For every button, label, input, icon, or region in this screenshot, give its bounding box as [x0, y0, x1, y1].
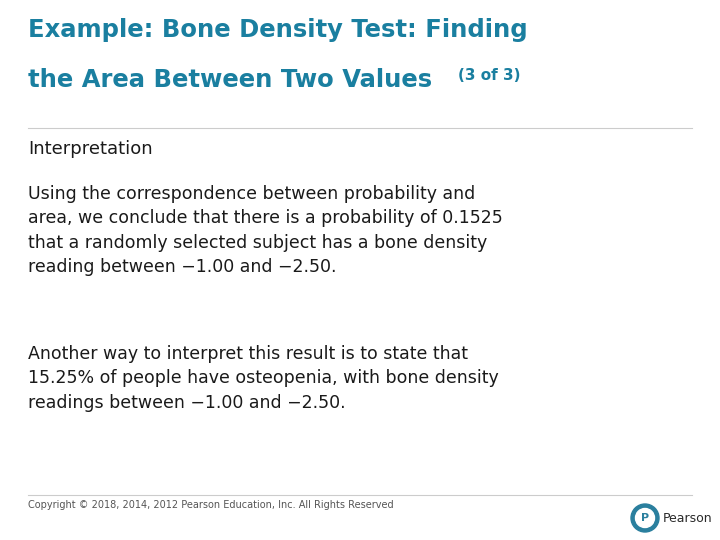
- Circle shape: [636, 509, 654, 528]
- Text: Example: Bone Density Test: Finding: Example: Bone Density Test: Finding: [28, 18, 528, 42]
- Text: (3 of 3): (3 of 3): [458, 68, 521, 83]
- Text: Copyright © 2018, 2014, 2012 Pearson Education, Inc. All Rights Reserved: Copyright © 2018, 2014, 2012 Pearson Edu…: [28, 500, 394, 510]
- Text: P: P: [641, 513, 649, 523]
- Text: Pearson: Pearson: [663, 511, 713, 524]
- Text: Interpretation: Interpretation: [28, 140, 153, 158]
- Text: Another way to interpret this result is to state that
15.25% of people have oste: Another way to interpret this result is …: [28, 345, 499, 411]
- Circle shape: [631, 504, 659, 532]
- Text: the Area Between Two Values: the Area Between Two Values: [28, 68, 432, 92]
- Text: Using the correspondence between probability and
area, we conclude that there is: Using the correspondence between probabi…: [28, 185, 503, 276]
